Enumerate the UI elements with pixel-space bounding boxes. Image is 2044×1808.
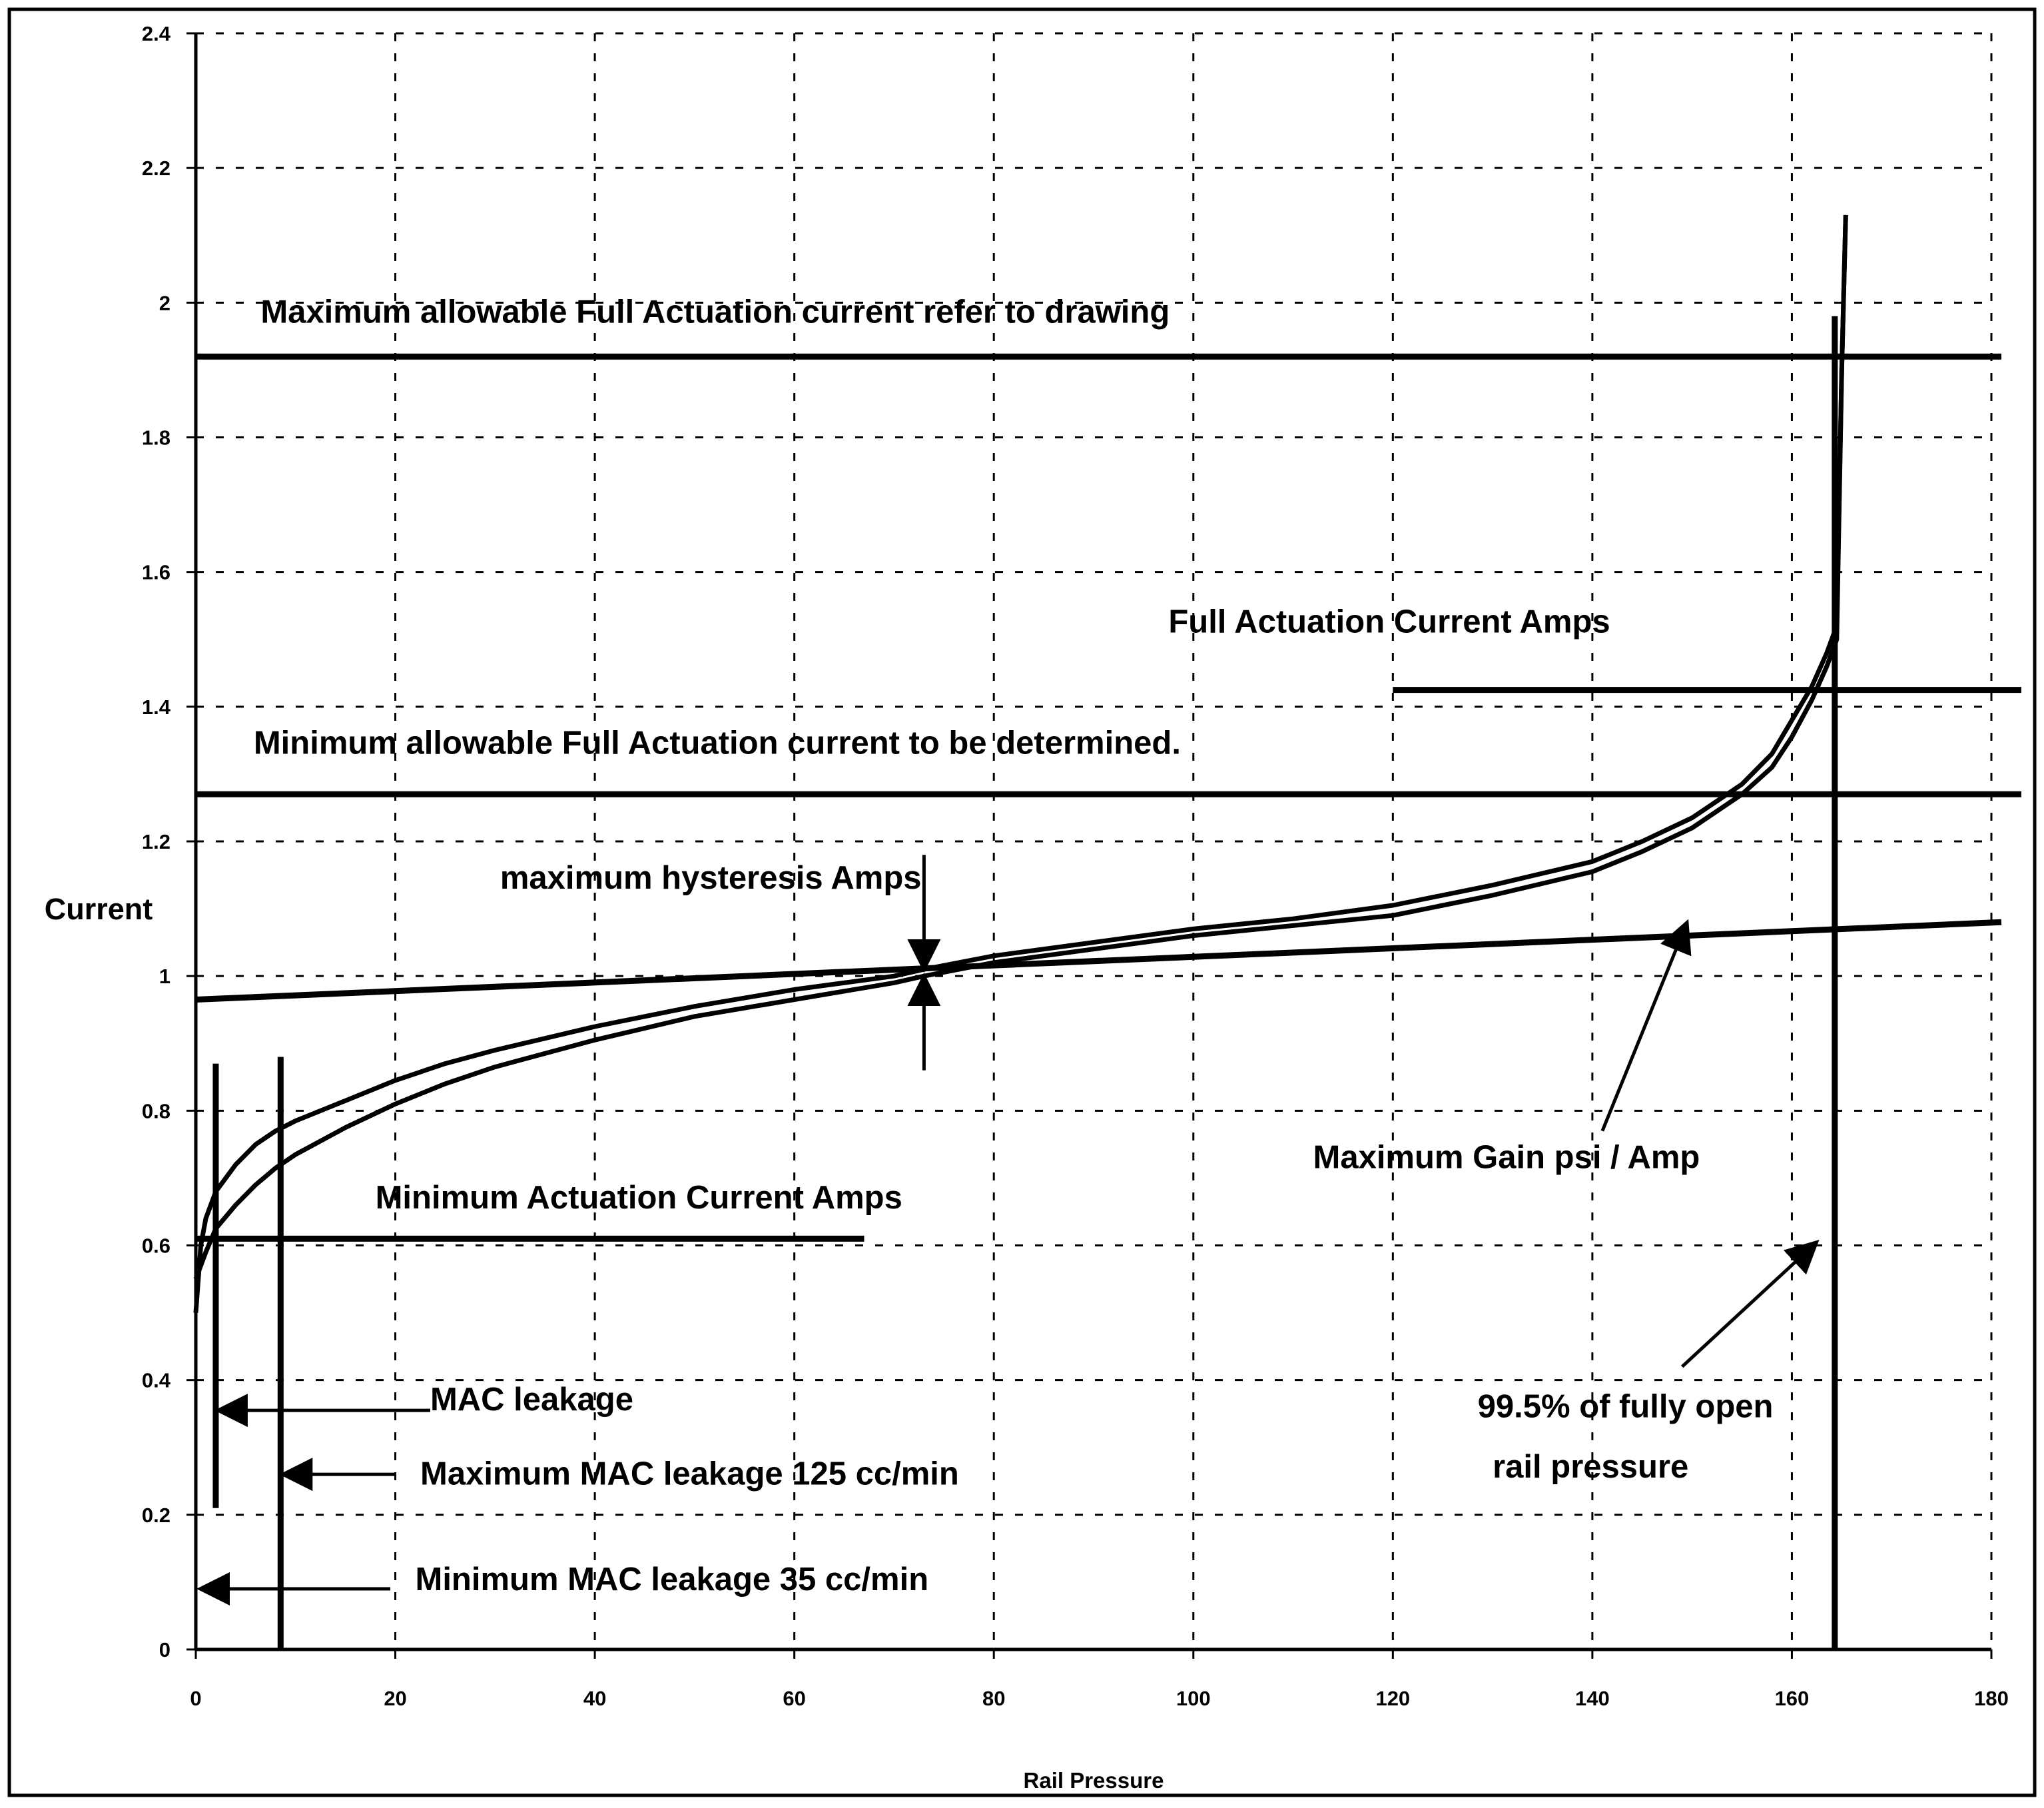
- y-tick-label: 1.8: [142, 426, 170, 450]
- x-tick-label: 180: [1974, 1687, 2009, 1710]
- annotation-label: Minimum Actuation Current Amps: [376, 1180, 902, 1216]
- x-tick-label: 140: [1575, 1687, 1610, 1710]
- arrow-gain: [1600, 919, 1692, 1132]
- y-tick-label: 1.4: [142, 695, 171, 719]
- grid-layer: [196, 32, 1993, 1649]
- x-tick-label: 160: [1775, 1687, 1810, 1710]
- x-axis-title: Rail Pressure: [1024, 1768, 1164, 1793]
- series-line-2: [193, 215, 1848, 1280]
- y-tick-label: 0.4: [142, 1369, 171, 1392]
- annotation-label: Maximum allowable Full Actuation current…: [260, 294, 1170, 330]
- annotation-label: Maximum MAC leakage 125 cc/min: [420, 1456, 959, 1492]
- x-tick-label: 20: [384, 1687, 406, 1710]
- y-tick-label: 0: [159, 1638, 170, 1661]
- annotation-label: Minimum allowable Full Actuation current…: [254, 725, 1181, 761]
- annotation-label: MAC leakage: [430, 1382, 633, 1418]
- y-tick-label: 2.4: [142, 22, 171, 45]
- arrows-layer: [196, 855, 1820, 1606]
- labels-layer: Maximum allowable Full Actuation current…: [254, 294, 1774, 1597]
- y-tick-label: 0.6: [142, 1234, 170, 1258]
- outer-border: [7, 7, 2037, 1797]
- arrow-fully-open: [1680, 1240, 1820, 1368]
- annotation-label: Maximum Gain psi / Amp: [1313, 1139, 1700, 1175]
- annotation-label: Minimum MAC leakage 35 cc/min: [416, 1562, 929, 1597]
- x-tick-label: 100: [1176, 1687, 1211, 1710]
- annotation-label: maximum hysteresis Amps: [500, 860, 922, 896]
- y-tick-label: 0.8: [142, 1099, 170, 1123]
- x-tick-label: 120: [1375, 1687, 1410, 1710]
- reference-lines: [195, 316, 2021, 1649]
- y-tick-label: 2: [159, 291, 170, 314]
- x-tick-label: 40: [583, 1687, 606, 1710]
- x-tick-label: 60: [783, 1687, 805, 1710]
- y-tick-label: 1.6: [142, 561, 170, 584]
- annotation-label: 99.5% of fully open: [1478, 1388, 1774, 1424]
- y-tick-label: 1.2: [142, 830, 170, 853]
- x-tick-label: 0: [190, 1687, 201, 1710]
- x-tick-label: 80: [982, 1687, 1005, 1710]
- y-axis-title: Current: [45, 892, 153, 926]
- y-tick-label: 2.2: [142, 157, 170, 180]
- ref-line-max-gain: [195, 919, 2002, 1003]
- axis-layer: 0 20 40 60 80 100 120 140 160 180 0 0.2 0.4 0.6 0.8 1 1.…: [45, 22, 2009, 1793]
- y-tick-label: 1: [159, 965, 170, 988]
- annotation-label: Full Actuation Current Amps: [1168, 604, 1610, 640]
- series-line-1: [193, 215, 1848, 1313]
- y-tick-label: 0.2: [142, 1504, 170, 1527]
- annotation-label: rail pressure: [1493, 1449, 1688, 1485]
- series-layer: [193, 215, 1848, 1313]
